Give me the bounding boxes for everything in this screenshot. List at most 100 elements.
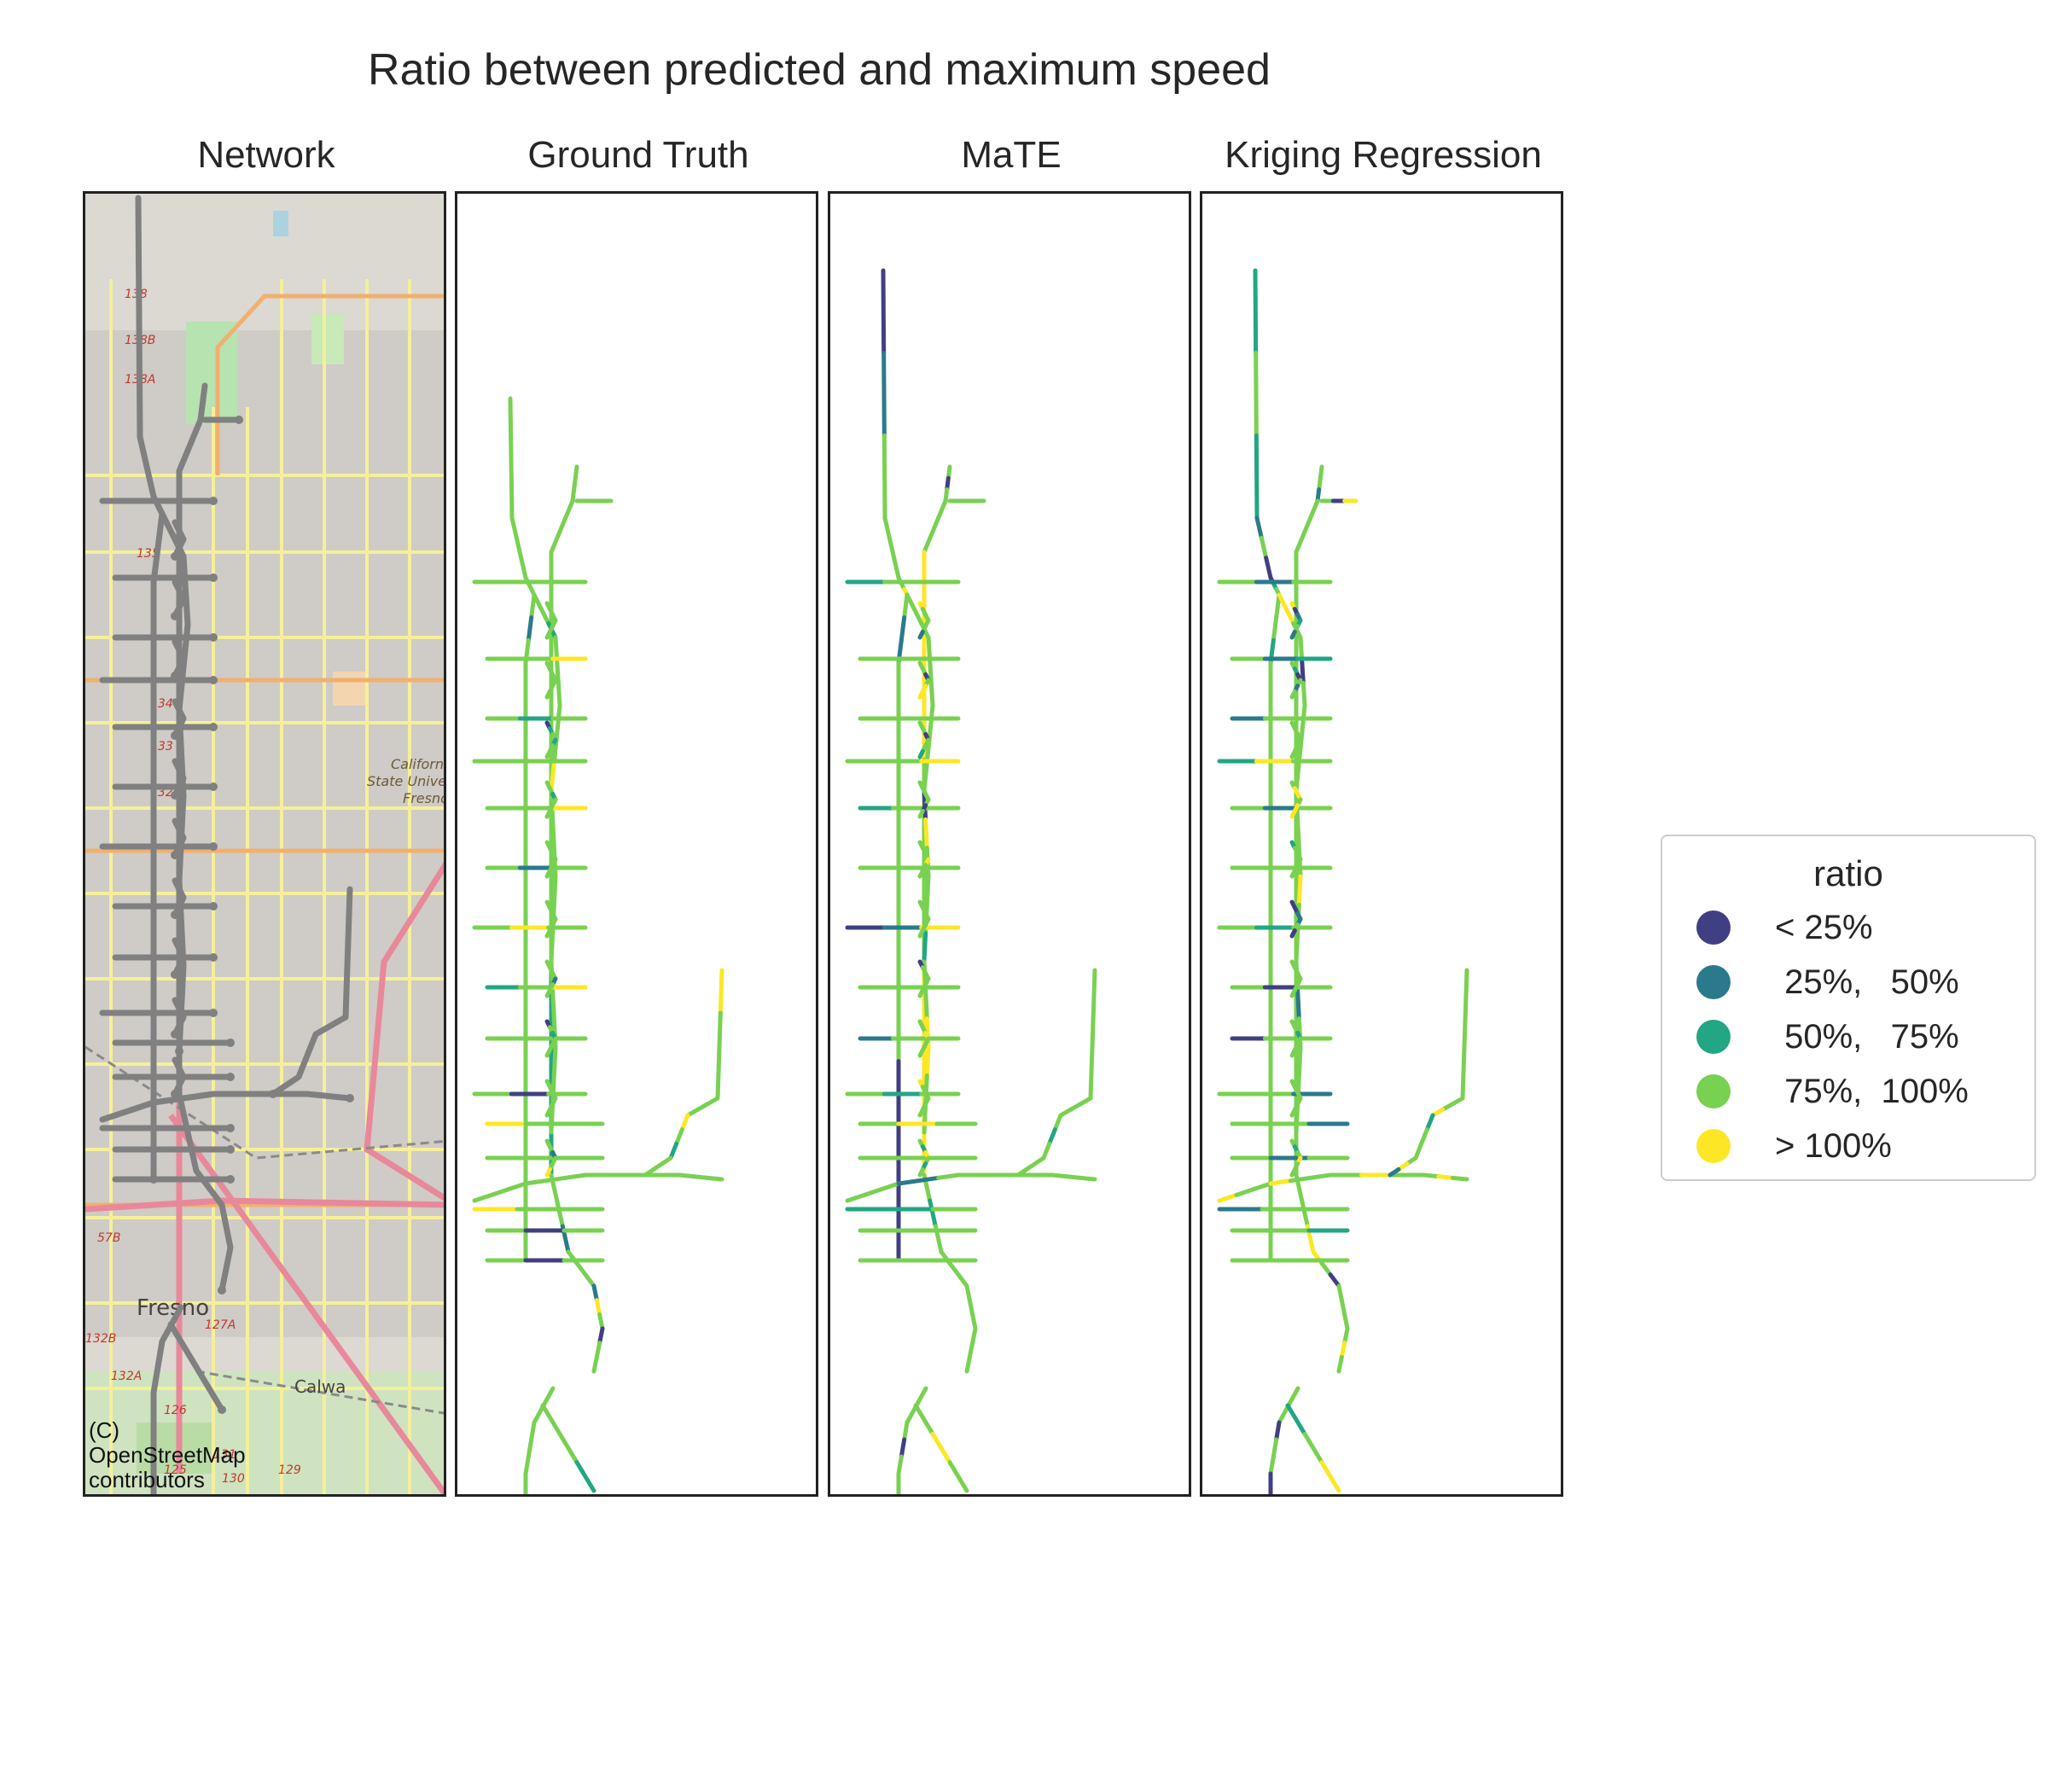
- predicted-road-segment: [668, 1141, 679, 1161]
- network-node: [171, 851, 179, 859]
- panel-title-ground-truth: Ground Truth: [527, 134, 749, 176]
- predicted-road-segment: [879, 1181, 901, 1192]
- network-road: [172, 877, 187, 918]
- predicted-road-segment: [967, 1298, 975, 1317]
- predicted-road-segment: [1271, 1437, 1279, 1459]
- network-road: [176, 382, 234, 1294]
- predicted-road-segment: [1463, 968, 1469, 1015]
- network-node: [209, 633, 218, 642]
- network-node: [209, 676, 218, 684]
- network-node: [226, 1175, 235, 1184]
- legend-label: 25%, 50%: [1775, 963, 1959, 1001]
- network-node: [175, 1047, 183, 1056]
- predicted-road-segment: [1091, 968, 1097, 1015]
- predicted-road-segment: [705, 1175, 724, 1182]
- predicted-road-segment: [1285, 1403, 1307, 1436]
- predicted-road-segment: [550, 987, 556, 1021]
- predicted-road-segment: [1302, 1431, 1324, 1465]
- predicted-road-segment: [887, 535, 897, 561]
- predicted-road-segment: [1336, 1354, 1344, 1374]
- predicted-road-segment: [555, 1198, 565, 1229]
- predicted-road-segment: [591, 1354, 599, 1374]
- predicted-road-segment: [544, 868, 552, 879]
- legend-marker: [1696, 1129, 1731, 1163]
- predicted-road-segment: [597, 1326, 605, 1346]
- legend-marker: [1696, 1074, 1731, 1108]
- network-node: [235, 416, 243, 424]
- place-label: Calwa: [294, 1376, 346, 1397]
- predicted-road-segment: [964, 1283, 972, 1303]
- network-road: [172, 997, 187, 1038]
- predicted-road-segment: [489, 1187, 511, 1197]
- predicted-road-segment: [1342, 1326, 1350, 1346]
- predicted-road-segment: [928, 680, 935, 708]
- panel-title-kriging: Kriging Regression: [1225, 134, 1542, 176]
- figure-title: Ratio between predicted and maximum spee…: [368, 45, 1271, 95]
- network-node: [171, 552, 179, 561]
- predicted-road-segment: [1050, 1172, 1069, 1179]
- predicted-road-segment: [1413, 1141, 1424, 1161]
- predicted-road-segment: [923, 987, 929, 1021]
- predicted-road-segment: [917, 1107, 925, 1118]
- predicted-road-segment: [509, 515, 519, 540]
- network-map-panel[interactable]: California State Unive Fresno Fresno Cal…: [83, 191, 446, 1497]
- predicted-road-segment: [1289, 808, 1297, 819]
- mate-panel[interactable]: [828, 191, 1191, 1497]
- predicted-road-segment: [583, 1272, 596, 1289]
- predicted-road-segment: [1450, 1175, 1469, 1182]
- predicted-road-segment: [1090, 1010, 1096, 1058]
- legend-marker: [1696, 911, 1731, 945]
- network-node: [226, 1145, 235, 1154]
- predicted-road-segment: [574, 1260, 588, 1277]
- predicted-road-segment: [1300, 1198, 1310, 1229]
- basemap: California State Unive Fresno Fresno Cal…: [85, 194, 444, 1494]
- predicted-road-segment: [1319, 1260, 1333, 1277]
- predicted-road-segment: [1339, 1298, 1347, 1317]
- network-road: [172, 579, 187, 620]
- predicted-road-segment: [1251, 1181, 1273, 1192]
- network-node: [209, 783, 218, 791]
- network-road: [270, 886, 353, 1097]
- predicted-road-segment: [1336, 1283, 1344, 1303]
- predicted-road-segment: [1259, 535, 1269, 561]
- predicted-road-segment: [532, 1409, 543, 1425]
- legend-label: < 25%: [1775, 908, 1873, 946]
- predicted-road-segment: [643, 1167, 656, 1178]
- predicted-road-segment: [1436, 1174, 1455, 1180]
- predicted-road-segment: [1308, 1172, 1333, 1180]
- predicted-road-segment: [892, 556, 901, 580]
- legend-label: 50%, 75%: [1775, 1017, 1959, 1056]
- exit-label: 132B: [85, 1332, 116, 1346]
- predicted-road-segment: [1289, 1167, 1297, 1178]
- network-node: [209, 723, 218, 731]
- predicted-road-segment: [544, 689, 552, 700]
- predicted-road-segment: [1288, 1175, 1313, 1184]
- predicted-road-segment: [916, 1175, 941, 1184]
- predicted-road-segment: [574, 1460, 596, 1493]
- predicted-road-segment: [926, 635, 933, 663]
- predicted-road-segment: [1300, 680, 1307, 708]
- exit-label: 132A: [111, 1370, 142, 1383]
- predicted-road-segment: [1217, 1192, 1239, 1203]
- predicted-road-segment: [1015, 1167, 1029, 1178]
- predicted-road-segment: [677, 1172, 696, 1179]
- ground-truth-panel[interactable]: [455, 191, 818, 1497]
- predicted-road-segment: [557, 1431, 579, 1465]
- predicted-road-segment: [1300, 658, 1306, 685]
- predicted-road-segment: [1422, 1172, 1441, 1179]
- predicted-road-segment: [964, 1354, 972, 1374]
- network-road: [172, 758, 187, 799]
- predicted-road-segment: [917, 1047, 925, 1058]
- predicted-road-segment: [543, 1175, 568, 1184]
- predicted-road-segment: [1328, 1272, 1341, 1289]
- predicted-road-segment: [551, 874, 558, 907]
- predicted-road-segment: [1274, 1420, 1282, 1442]
- predicted-road-segment: [715, 1053, 722, 1101]
- network-road: [172, 1056, 187, 1097]
- predicted-road-segment: [563, 498, 575, 521]
- network-road: [172, 937, 187, 978]
- predicted-road-segment: [1295, 817, 1301, 851]
- kriging-panel[interactable]: [1200, 191, 1563, 1497]
- predicted-road-segment: [563, 1172, 588, 1180]
- network-road: [172, 817, 187, 858]
